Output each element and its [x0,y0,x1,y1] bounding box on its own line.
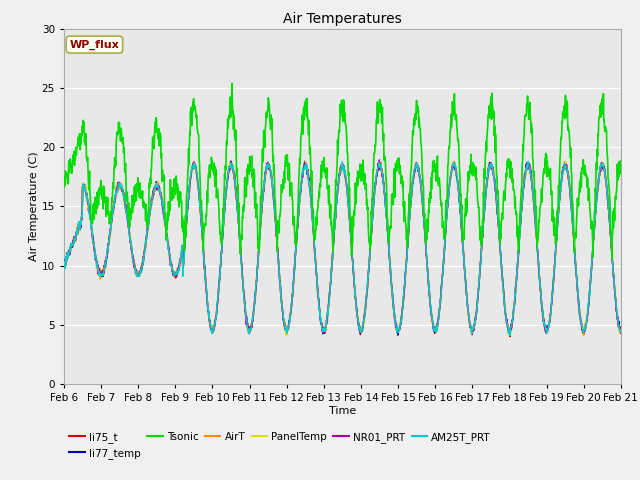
li75_t [561,159,568,165]
AirT [429,320,436,325]
Line: AirT: AirT [64,162,621,335]
li77_temp [394,332,402,338]
NR01_PRT [184,206,191,212]
NR01_PRT [376,157,383,163]
Tsonic [429,165,437,170]
AirT [617,329,625,335]
Tsonic [246,168,254,174]
AM25T_PRT [506,333,514,338]
PanelTemp [617,327,625,333]
li77_temp [60,262,68,267]
Text: WP_flux: WP_flux [70,39,119,50]
NR01_PRT [320,331,328,336]
AM25T_PRT [502,310,509,315]
Tsonic [60,185,68,191]
AM25T_PRT [525,158,532,164]
Legend: li75_t, li77_temp, Tsonic, AirT, PanelTemp, NR01_PRT, AM25T_PRT: li75_t, li77_temp, Tsonic, AirT, PanelTe… [69,432,491,459]
Line: li77_temp: li77_temp [64,161,621,335]
PanelTemp [282,333,290,339]
AirT [580,332,588,338]
li75_t [551,253,559,259]
li75_t [170,274,178,280]
li75_t [184,202,191,208]
li75_t [60,264,68,270]
PanelTemp [184,201,191,207]
Line: NR01_PRT: NR01_PRT [64,160,621,334]
AM25T_PRT [552,250,559,256]
AM25T_PRT [60,264,68,270]
li77_temp [617,325,625,331]
Tsonic [608,255,616,261]
li75_t [429,321,436,326]
PanelTemp [429,325,437,331]
AM25T_PRT [184,201,191,206]
PanelTemp [301,158,309,164]
Tsonic [551,226,559,231]
AirT [170,273,178,278]
AM25T_PRT [246,326,254,332]
PanelTemp [60,263,68,268]
Y-axis label: Air Temperature (C): Air Temperature (C) [29,152,39,261]
Line: Tsonic: Tsonic [64,83,621,258]
AM25T_PRT [429,320,436,325]
AirT [502,312,509,318]
AM25T_PRT [617,327,625,333]
li77_temp [552,252,559,258]
PanelTemp [170,270,178,276]
Tsonic [617,158,625,164]
AirT [450,159,458,165]
NR01_PRT [617,330,625,336]
li77_temp [170,271,178,276]
Tsonic [228,80,236,86]
PanelTemp [246,324,254,330]
AirT [551,259,559,265]
li77_temp [502,316,510,322]
NR01_PRT [246,327,254,333]
Title: Air Temperatures: Air Temperatures [283,12,402,26]
AirT [60,263,68,269]
NR01_PRT [552,249,559,254]
Line: AM25T_PRT: AM25T_PRT [64,161,621,336]
Tsonic [502,178,509,183]
li77_temp [429,327,437,333]
AM25T_PRT [170,272,178,278]
li75_t [246,327,254,333]
li75_t [502,311,509,316]
Line: PanelTemp: PanelTemp [64,161,621,336]
PanelTemp [552,252,559,258]
AirT [184,204,191,210]
NR01_PRT [429,324,437,329]
li75_t [506,334,514,339]
li77_temp [184,204,191,210]
Tsonic [170,176,178,182]
NR01_PRT [60,265,68,271]
PanelTemp [502,315,510,321]
AirT [246,327,254,333]
NR01_PRT [170,273,178,278]
Tsonic [184,169,191,175]
Line: li75_t: li75_t [64,162,621,336]
NR01_PRT [502,315,510,321]
li75_t [617,330,625,336]
X-axis label: Time: Time [329,406,356,416]
li77_temp [227,158,235,164]
li77_temp [246,324,254,330]
